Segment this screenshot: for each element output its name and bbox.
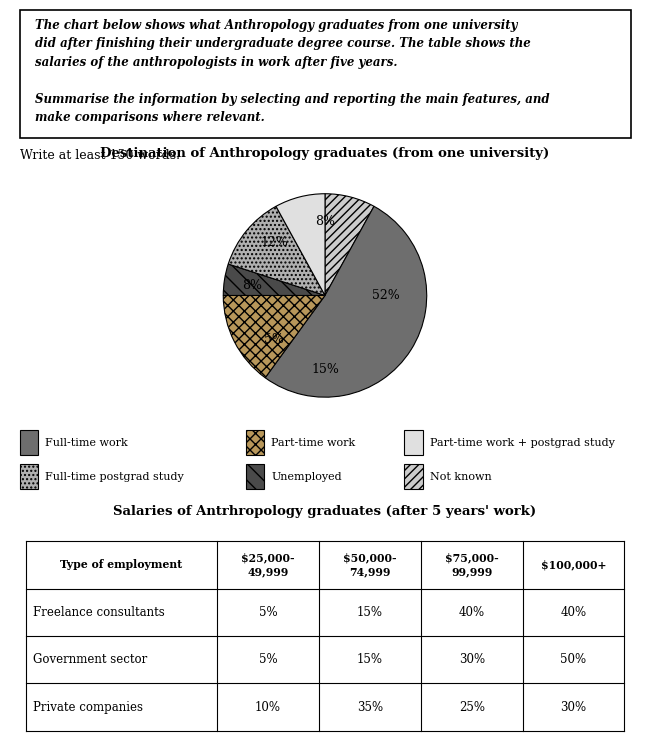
FancyBboxPatch shape bbox=[20, 465, 38, 489]
Text: $100,000+: $100,000+ bbox=[541, 560, 606, 571]
Wedge shape bbox=[223, 295, 325, 378]
Text: 30%: 30% bbox=[560, 701, 586, 714]
Text: $75,000-
99,999: $75,000- 99,999 bbox=[445, 553, 499, 577]
Text: 5%: 5% bbox=[259, 653, 278, 666]
Text: 8%: 8% bbox=[242, 279, 262, 292]
Text: Full-time work: Full-time work bbox=[45, 438, 128, 447]
Text: The chart below shows what Anthropology graduates from one university
did after : The chart below shows what Anthropology … bbox=[35, 19, 549, 124]
Text: 15%: 15% bbox=[311, 364, 339, 376]
Text: 50%: 50% bbox=[560, 653, 586, 666]
Text: $25,000-
49,999: $25,000- 49,999 bbox=[241, 553, 295, 577]
Text: Part-time work + postgrad study: Part-time work + postgrad study bbox=[430, 438, 615, 447]
Wedge shape bbox=[325, 194, 374, 295]
Text: 5%: 5% bbox=[264, 333, 284, 346]
FancyBboxPatch shape bbox=[20, 430, 38, 455]
FancyBboxPatch shape bbox=[246, 465, 264, 489]
Text: 25%: 25% bbox=[459, 701, 485, 714]
Text: 10%: 10% bbox=[255, 701, 281, 714]
Text: $50,000-
74,999: $50,000- 74,999 bbox=[343, 553, 396, 577]
FancyBboxPatch shape bbox=[404, 430, 422, 455]
Text: Type of employment: Type of employment bbox=[60, 560, 183, 571]
Wedge shape bbox=[265, 206, 427, 397]
Text: Full-time postgrad study: Full-time postgrad study bbox=[45, 472, 184, 482]
Text: 35%: 35% bbox=[357, 701, 383, 714]
Text: Part-time work: Part-time work bbox=[271, 438, 356, 447]
Text: Freelance consultants: Freelance consultants bbox=[33, 606, 164, 619]
Wedge shape bbox=[276, 194, 325, 295]
Text: 15%: 15% bbox=[357, 606, 383, 619]
FancyBboxPatch shape bbox=[404, 465, 422, 489]
Text: Unemployed: Unemployed bbox=[271, 472, 342, 482]
Text: Not known: Not known bbox=[430, 472, 492, 482]
Text: 40%: 40% bbox=[560, 606, 586, 619]
Text: 12%: 12% bbox=[260, 236, 288, 249]
Text: Write at least 150 words.: Write at least 150 words. bbox=[20, 149, 179, 162]
FancyBboxPatch shape bbox=[20, 10, 630, 138]
Wedge shape bbox=[228, 206, 325, 295]
Text: Private companies: Private companies bbox=[33, 701, 143, 714]
Text: 15%: 15% bbox=[357, 653, 383, 666]
Text: 40%: 40% bbox=[459, 606, 485, 619]
Wedge shape bbox=[223, 264, 325, 295]
Text: Salaries of Antrhropology graduates (after 5 years' work): Salaries of Antrhropology graduates (aft… bbox=[114, 505, 536, 518]
Text: 8%: 8% bbox=[315, 215, 335, 227]
Text: 5%: 5% bbox=[259, 606, 278, 619]
FancyBboxPatch shape bbox=[246, 430, 264, 455]
Title: Destination of Anthropology graduates (from one university): Destination of Anthropology graduates (f… bbox=[100, 147, 550, 160]
Text: 52%: 52% bbox=[372, 289, 400, 302]
Text: Government sector: Government sector bbox=[33, 653, 147, 666]
Text: 30%: 30% bbox=[459, 653, 485, 666]
